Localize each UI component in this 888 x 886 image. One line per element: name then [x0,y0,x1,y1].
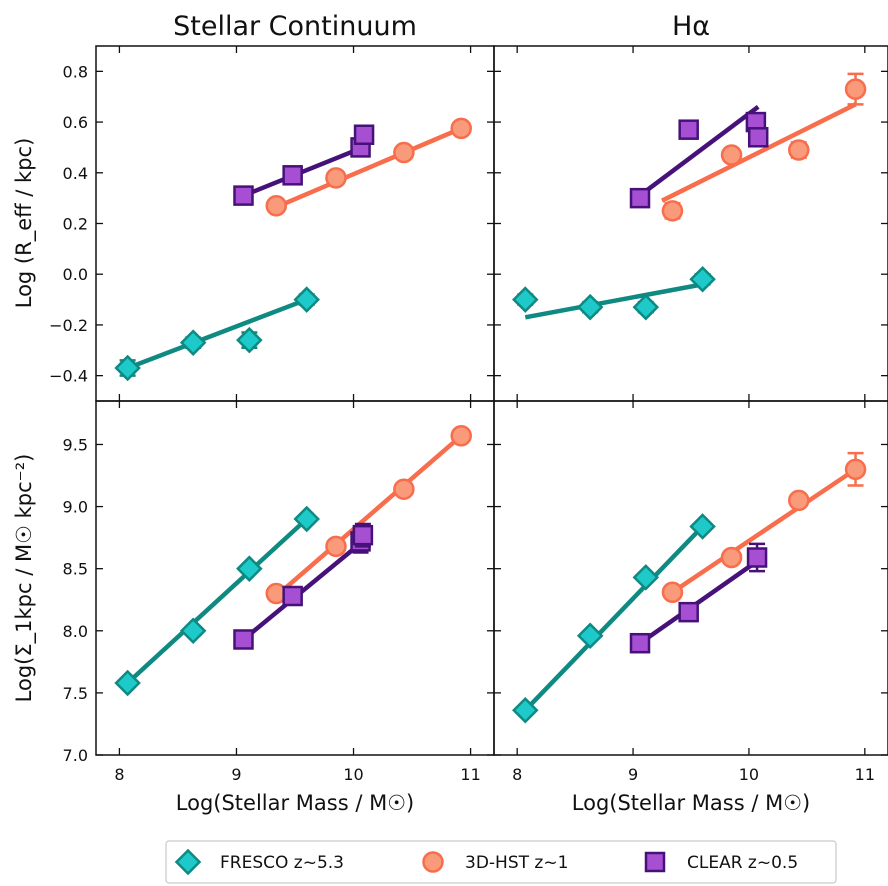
data-point-3DHST [325,535,347,558]
y-tick-label: 7.0 [63,746,88,765]
panel-title-halpha: Hα [672,11,710,42]
data-point-FRESCO [236,555,263,582]
data-point-CLEAR [282,165,303,186]
y-tick-label: 9.5 [63,435,88,454]
legend-label: FRESCO z~5.3 [220,853,344,873]
panel-bottom-left: 8 9 10 11 7.0 7.5 8.0 8.5 9.0 9.5 [63,400,495,784]
data-point-3DHST [661,200,684,222]
data-point-CLEAR [747,127,769,148]
data-point-FRESCO [632,293,660,321]
legend-marker-FRESCO [174,848,202,876]
y-tick-label: 7.5 [63,684,88,703]
data-point-3DHST [788,489,810,512]
x-axis-label: Log(Stellar Mass / M☉) [176,791,414,815]
panel-top-left: −0.4 −0.2 0.0 0.2 0.4 0.6 0.8 [49,45,495,402]
data-point-FRESCO [632,564,660,591]
data-point-3DHST [788,139,810,161]
x-tick-label: 9 [628,765,638,784]
panel-frame [95,45,495,402]
data-point-CLEAR [678,601,699,623]
data-point-FRESCO [114,354,141,382]
panel-frame [493,400,888,756]
legend: FRESCO z~5.3 3D-HST z~1 CLEAR z~0.5 [165,840,837,884]
data-point-3DHST [844,458,867,481]
y-tick-label: 9.0 [63,498,88,517]
data-point-3DHST [844,78,867,100]
data-point-FRESCO [576,293,604,321]
y-tick-label: 0.0 [63,265,88,284]
data-point-3DHST [450,117,472,140]
data-point-CLEAR [353,124,375,145]
data-point-3DHST [661,581,684,604]
fit-line-3DHST [661,102,857,203]
x-tick-label: 10 [343,765,363,784]
y-tick-label: 0.2 [63,215,88,234]
data-point-FRESCO [293,505,320,533]
fit-line-FRESCO [126,297,308,371]
fit-line-3DHST [671,467,857,595]
fit-line-FRESCO [523,524,705,712]
data-point-CLEAR [352,524,374,546]
fit-line-CLEAR [242,539,365,642]
data-point-FRESCO [114,669,141,697]
data-point-FRESCO [236,326,263,354]
y-tick-label: −0.4 [49,367,88,386]
y-axis-label-top: Log (R_eff / kpc) [12,138,37,309]
x-tick-label: 11 [460,765,480,784]
data-point-FRESCO [293,286,320,313]
data-point-FRESCO [689,513,716,540]
panel-frame [493,45,888,402]
fit-line-3DHST [274,434,463,598]
data-point-3DHST [265,195,288,217]
data-point-CLEAR [233,629,254,650]
data-point-3DHST [393,478,415,500]
legend-frame [165,840,837,884]
y-axis-label-bottom: Log(Σ_1kpc / M☉ kpc⁻²) [12,454,37,703]
data-point-3DHST [720,144,743,166]
data-point-CLEAR [233,185,254,206]
panel-title-continuum: Stellar Continuum [173,11,417,42]
x-tick-label: 9 [231,765,241,784]
legend-label: CLEAR z~0.5 [687,853,798,873]
legend-marker-3DHST [422,851,444,873]
data-point-3DHST [450,425,472,447]
data-point-FRESCO [512,697,539,724]
data-point-CLEAR [678,119,699,140]
fit-line-FRESCO [126,517,309,685]
legend-label: 3D-HST z~1 [465,853,568,873]
data-point-CLEAR [629,632,651,654]
y-tick-label: 0.4 [63,164,88,183]
y-tick-label: 8.5 [63,560,88,579]
panel-bottom-right: 8 9 10 11 [493,400,888,784]
data-point-3DHST [325,167,347,189]
x-tick-label: 8 [114,765,124,784]
data-point-CLEAR [629,187,651,209]
data-point-FRESCO [576,622,604,650]
legend-marker-CLEAR [644,851,666,873]
fit-line-CLEAR [631,105,760,203]
fit-line-FRESCO [524,282,703,320]
data-point-FRESCO [689,266,716,293]
y-tick-label: 0.6 [63,113,88,132]
data-point-3DHST [393,141,415,164]
y-tick-label: −0.2 [49,316,88,335]
fit-line-3DHST [275,126,463,210]
x-axis-label: Log(Stellar Mass / M☉) [572,791,810,815]
data-point-CLEAR [282,585,303,607]
data-point-CLEAR [746,547,768,568]
x-tick-label: 10 [739,765,759,784]
data-point-FRESCO [512,286,539,313]
data-point-FRESCO [179,617,207,645]
data-point-3DHST [720,546,743,569]
panel-top-right [493,45,888,402]
y-tick-label: 8.0 [63,622,88,641]
fit-line-CLEAR [242,145,364,198]
y-tick-label: 0.8 [63,62,88,81]
data-point-FRESCO [179,329,207,356]
x-tick-label: 8 [512,765,522,784]
x-tick-label: 11 [855,765,875,784]
